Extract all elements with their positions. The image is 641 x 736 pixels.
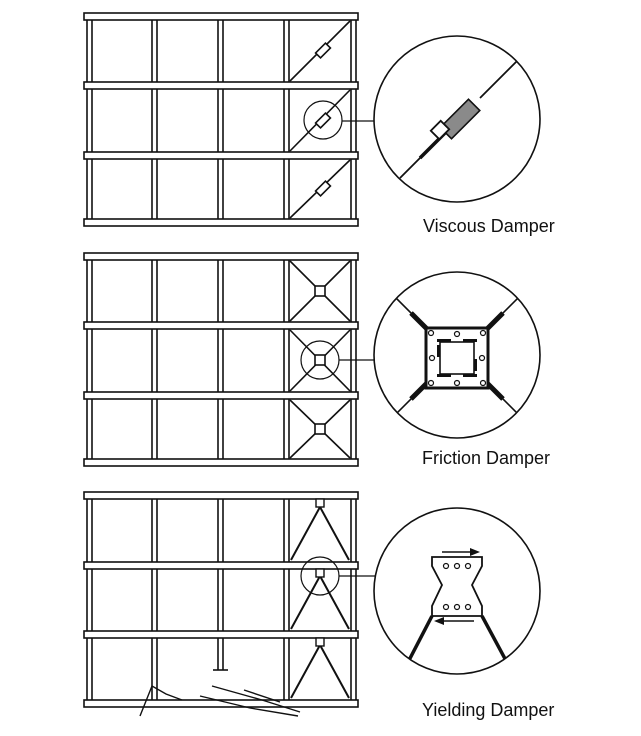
viscous-callout-ring <box>303 100 343 140</box>
frame-yielding-braces <box>290 498 350 699</box>
friction-outer-frame <box>424 326 490 390</box>
frame-viscous <box>83 12 374 227</box>
friction-damper-label: Friction Damper <box>422 448 550 468</box>
frame-friction-beams <box>83 252 359 467</box>
frame-viscous-columns <box>86 14 357 226</box>
friction-inner-frame <box>439 341 475 375</box>
yielding-detail <box>373 507 541 675</box>
yielding-damper-label: Yielding Damper <box>422 700 554 720</box>
viscous-damper-label: Viscous Damper <box>423 216 555 236</box>
frame-viscous-beams <box>83 12 359 227</box>
frame-yielding-columns <box>86 493 357 706</box>
viscous-detail <box>373 35 541 203</box>
frame-viscous-braces <box>289 20 351 219</box>
frame-friction-columns <box>86 254 357 466</box>
yielding-plate <box>431 556 483 617</box>
frame-friction-braces <box>289 260 351 459</box>
yielding-bolts <box>442 562 472 611</box>
frame-yielding <box>83 491 377 717</box>
friction-bolts <box>427 329 487 387</box>
frame-yielding-beams <box>83 491 359 708</box>
frame-friction <box>83 252 374 467</box>
frame-yielding-damage <box>139 684 301 717</box>
friction-detail <box>373 271 541 439</box>
